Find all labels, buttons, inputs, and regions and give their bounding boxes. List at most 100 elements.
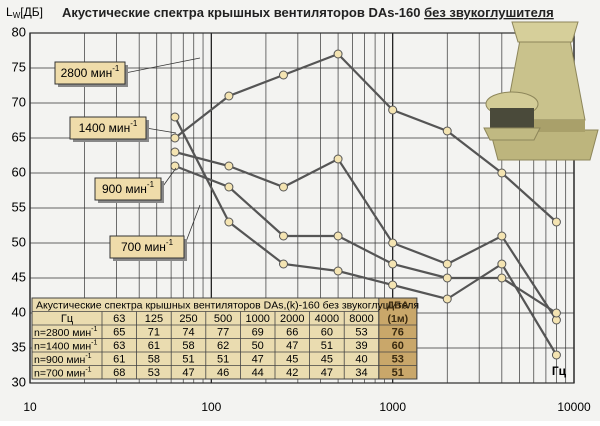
title-underlined: без звукоглушителя bbox=[424, 5, 554, 20]
table-cell: 74 bbox=[182, 327, 194, 339]
y-tick-label: 50 bbox=[12, 234, 26, 249]
row-prefix: n= bbox=[34, 367, 46, 379]
point bbox=[442, 273, 452, 283]
table: Акустические спектра крышных вентиляторо… bbox=[31, 297, 419, 380]
row-name: 700 мин bbox=[46, 367, 86, 379]
table-dba: 53 bbox=[392, 354, 404, 366]
point bbox=[224, 91, 234, 101]
table-cell: 61 bbox=[148, 340, 160, 352]
table-cell: 65 bbox=[113, 327, 125, 339]
row-sup: -1 bbox=[85, 353, 91, 360]
label-box bbox=[69, 116, 147, 140]
series-label-sup: -1 bbox=[130, 119, 138, 128]
table-freq: 125 bbox=[145, 313, 163, 325]
table-cell: 44 bbox=[252, 367, 264, 379]
y-tick-label: 75 bbox=[12, 59, 26, 74]
table-cell: 53 bbox=[148, 367, 160, 379]
row-name: 900 мин bbox=[46, 354, 86, 366]
point bbox=[333, 154, 343, 164]
table-freq: 63 bbox=[113, 313, 125, 325]
series-label-name: 1400 мин bbox=[79, 121, 131, 135]
y-tick-label: 55 bbox=[12, 199, 26, 214]
table-row-label: n=700 мин-1 bbox=[34, 366, 92, 379]
y-tick-label: 30 bbox=[12, 374, 26, 389]
point bbox=[388, 259, 398, 269]
table-cell: 42 bbox=[286, 367, 298, 379]
label-box bbox=[54, 61, 126, 85]
table-cell: 58 bbox=[148, 354, 160, 366]
row-name: 2800 мин bbox=[46, 327, 91, 339]
table-dba: 76 bbox=[392, 327, 404, 339]
table-cell: 50 bbox=[252, 340, 264, 352]
table-dba-header: ДБА bbox=[387, 300, 410, 312]
table-cell: 51 bbox=[321, 340, 333, 352]
table-row-label: n=900 мин-1 bbox=[34, 353, 92, 366]
leader-line bbox=[145, 127, 177, 134]
y-label: LW[ДБ] bbox=[6, 5, 43, 20]
point bbox=[224, 217, 234, 227]
point bbox=[170, 147, 180, 157]
y-tick-label: 70 bbox=[12, 94, 26, 109]
table-cell: 47 bbox=[286, 340, 298, 352]
x-tick-label: 1000 bbox=[379, 400, 406, 414]
table-dba: 60 bbox=[392, 340, 404, 352]
y-tick-label: 60 bbox=[12, 164, 26, 179]
y-tick-label: 40 bbox=[12, 304, 26, 319]
y-tick-label: 65 bbox=[12, 129, 26, 144]
table-cell: 68 bbox=[113, 367, 125, 379]
y-label-unit: [ДБ] bbox=[20, 5, 43, 19]
leader-line bbox=[124, 57, 201, 74]
series-line bbox=[174, 52, 558, 223]
x-label: Гц bbox=[552, 364, 567, 378]
point bbox=[551, 350, 561, 360]
table-row-label: n=2800 мин-1 bbox=[34, 326, 97, 339]
y-label-sub: W bbox=[13, 11, 21, 20]
point bbox=[497, 273, 507, 283]
row-prefix: n= bbox=[34, 354, 46, 366]
table-freq: 500 bbox=[214, 313, 232, 325]
table-cell: 47 bbox=[252, 354, 264, 366]
series-label: 2800 мин-1 bbox=[61, 64, 120, 80]
row-sup: -1 bbox=[91, 339, 97, 346]
row-sup: -1 bbox=[91, 326, 97, 333]
table-cell: 51 bbox=[217, 354, 229, 366]
table-cell: 40 bbox=[355, 354, 367, 366]
row-prefix: n= bbox=[34, 327, 46, 339]
table-freq: 8000 bbox=[349, 313, 373, 325]
point bbox=[442, 126, 452, 136]
table-cell: 61 bbox=[113, 354, 125, 366]
table-cell: 62 bbox=[217, 340, 229, 352]
series-label-sup: -1 bbox=[112, 64, 120, 73]
table-cell: 71 bbox=[148, 327, 160, 339]
row-sup: -1 bbox=[85, 366, 91, 373]
table-title: Акустические спектра крышных вентиляторо… bbox=[36, 300, 419, 312]
row-name: 1400 мин bbox=[46, 340, 91, 352]
table-freq: 1000 bbox=[245, 313, 269, 325]
point bbox=[497, 259, 507, 269]
series-line bbox=[173, 116, 558, 356]
table-cell: 60 bbox=[321, 327, 333, 339]
title-main: Акустические спектра крышных вентиляторо… bbox=[62, 5, 420, 20]
series-label: 1400 мин-1 bbox=[79, 119, 138, 135]
series-label-name: 2800 мин bbox=[61, 66, 113, 80]
point bbox=[333, 266, 343, 276]
chart-title: Акустические спектра крышных вентиляторо… bbox=[62, 5, 554, 20]
table-cell: 39 bbox=[355, 340, 367, 352]
table-cell: 46 bbox=[217, 367, 229, 379]
table-freq: 2000 bbox=[280, 313, 304, 325]
table-freq: 250 bbox=[179, 313, 197, 325]
x-tick-label: 100 bbox=[201, 400, 221, 414]
label-box bbox=[94, 177, 162, 201]
label-box bbox=[109, 235, 185, 259]
point bbox=[224, 182, 234, 192]
table-cell: 34 bbox=[355, 367, 367, 379]
point bbox=[442, 294, 452, 304]
table-cell: 47 bbox=[182, 367, 194, 379]
series-label: 900 мин-1 bbox=[102, 180, 155, 196]
lines bbox=[170, 49, 561, 360]
table-dba: 51 bbox=[392, 367, 404, 379]
series-line bbox=[174, 164, 558, 314]
table-freq: 4000 bbox=[315, 313, 339, 325]
